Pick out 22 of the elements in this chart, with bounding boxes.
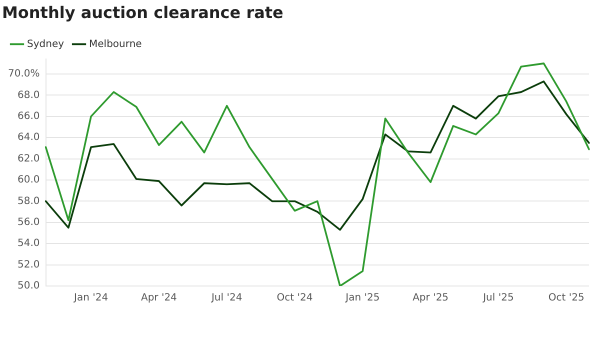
- legend-label: Sydney: [27, 38, 64, 50]
- y-tick-label: 58.0: [18, 196, 40, 207]
- y-tick-label: 50.0: [18, 280, 40, 292]
- y-tick-label: 54.0: [18, 238, 40, 250]
- x-tick-label: Jul '24: [210, 292, 242, 304]
- y-tick-label: 66.0: [18, 111, 40, 122]
- legend-label: Melbourne: [89, 38, 142, 50]
- x-tick-label: Jul '25: [482, 292, 514, 304]
- y-tick-label: 60.0: [18, 174, 40, 186]
- x-tick-label: Apr '25: [412, 292, 449, 304]
- y-tick-label: 56.0: [18, 217, 40, 228]
- x-tick-label: Jan '25: [344, 292, 380, 304]
- x-tick-label: Apr '24: [140, 292, 177, 304]
- y-tick-label: 64.0: [18, 132, 40, 144]
- y-tick-label: 68.0: [18, 90, 40, 101]
- y-tick-label: 62.0: [18, 153, 40, 164]
- y-tick-label: 70.0%: [8, 68, 40, 80]
- x-tick-label: Oct '25: [548, 292, 584, 304]
- chart-title: Monthly auction clearance rate: [2, 2, 284, 22]
- x-tick-label: Jan '24: [73, 292, 108, 304]
- x-tick-label: Oct '24: [276, 292, 313, 304]
- y-tick-label: 52.0: [18, 259, 40, 270]
